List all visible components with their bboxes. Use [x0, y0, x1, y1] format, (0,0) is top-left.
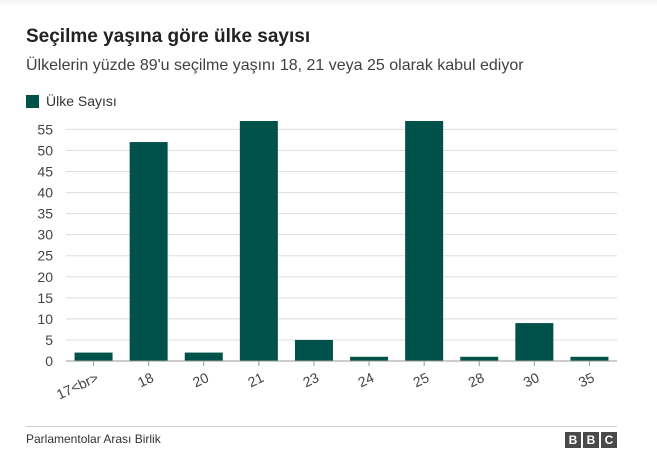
bbc-logo-letter: B: [565, 432, 581, 448]
y-tick-label: 0: [45, 353, 53, 369]
chart-subtitle: Ülkelerin yüzde 89'u seçilme yaşını 18, …: [26, 57, 524, 74]
x-tick-label: 17<br>: [54, 369, 101, 402]
x-tick-label: 20: [190, 369, 211, 390]
y-tick-label: 40: [37, 185, 53, 201]
y-tick-label: 20: [37, 269, 53, 285]
bar: [129, 142, 168, 361]
y-tick-label: 5: [45, 332, 53, 348]
bbc-logo: B B C: [565, 432, 617, 448]
y-tick-label: 35: [37, 206, 53, 222]
bar: [74, 352, 113, 361]
x-tick-label: 23: [300, 369, 321, 390]
y-tick-label: 15: [37, 290, 53, 306]
bar: [460, 356, 499, 361]
bar: [239, 121, 278, 361]
bar: [515, 323, 554, 361]
x-tick-label: 25: [411, 369, 432, 390]
footer-divider: [26, 426, 617, 427]
bar: [184, 352, 223, 361]
legend-swatch: [26, 94, 39, 108]
x-tick-label: 24: [355, 369, 376, 390]
legend-label: Ülke Sayısı: [46, 93, 117, 109]
bbc-logo-letter: C: [601, 432, 617, 448]
legend: Ülke Sayısı: [26, 93, 117, 109]
bar: [405, 121, 444, 361]
x-tick-label: 18: [135, 369, 156, 390]
x-tick-label: 21: [245, 369, 266, 390]
x-tick-label: 30: [521, 369, 542, 390]
x-tick-label: 28: [466, 369, 487, 390]
y-tick-label: 10: [37, 311, 53, 327]
y-tick-label: 30: [37, 227, 53, 243]
source-text: Parlamentolar Arası Birlik: [26, 432, 161, 446]
y-tick-label: 55: [37, 121, 53, 137]
bar: [570, 356, 609, 361]
bar: [294, 339, 333, 361]
y-tick-label: 45: [37, 164, 53, 180]
y-tick-label: 25: [37, 248, 53, 264]
chart-title: Seçilme yaşına göre ülke sayısı: [26, 26, 311, 47]
bbc-logo-letter: B: [583, 432, 599, 448]
x-tick-label: 35: [576, 369, 597, 390]
top-strip: [0, 0, 657, 6]
y-tick-label: 50: [37, 142, 53, 158]
bar: [350, 356, 389, 361]
